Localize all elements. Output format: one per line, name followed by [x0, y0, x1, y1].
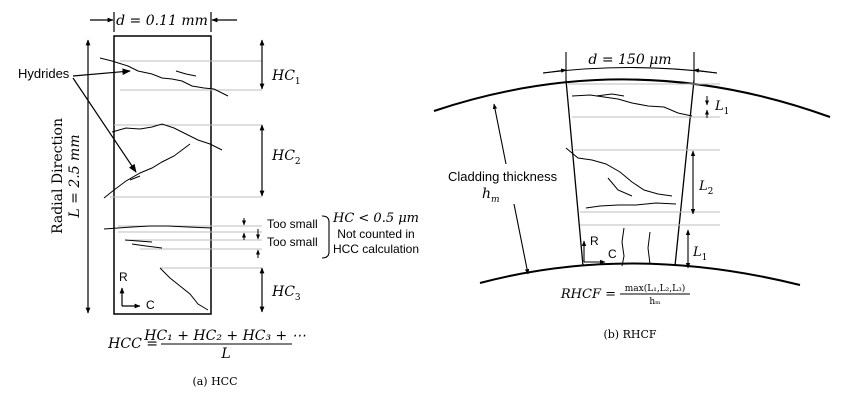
hcc-guide-lines	[110, 60, 262, 269]
rhcf-sector-right	[674, 79, 695, 267]
rhcf-guide-lines	[568, 83, 720, 226]
rhcf-formula-lhs: RHCF =	[560, 287, 616, 302]
hcc-formula-lhs: HCC =	[107, 336, 158, 352]
rhcf-axis-r-label: R	[590, 234, 599, 248]
hc2-label: HC2	[271, 148, 301, 167]
hcc-axis-c-label: C	[146, 298, 155, 312]
hcc-hydride-curves	[99, 57, 229, 311]
radial-label-line1: Radial Direction	[50, 118, 66, 234]
hcc-panel: d = 0.11 mm Radial Direction L = 2.5 mm	[18, 12, 419, 388]
hc3-label: HC3	[271, 284, 301, 303]
hcc-axis-r-label: R	[119, 270, 128, 284]
hydrides-pointer-arrow-2	[72, 77, 137, 173]
rhcf-sector-left	[565, 79, 584, 267]
hc1-label: HC1	[271, 68, 301, 87]
hydrides-label: Hydrides	[18, 66, 70, 81]
hcc-width-dimension: d = 0.11 mm	[90, 12, 237, 32]
hcc-caption: (a) HCC	[192, 375, 237, 388]
rhcf-formula-numerator: max(L₁,L₂,L₃)	[625, 283, 685, 294]
cladding-inner-surface	[479, 262, 801, 286]
l1-bottom-label: L1	[692, 245, 707, 263]
rhcf-width-label: d = 150 μm	[588, 52, 671, 68]
hc-threshold-note: HC < 0.5 μm	[332, 211, 419, 226]
hcc-formula-numerator: HC₁ + HC₂ + HC₃ + ⋯	[143, 328, 306, 344]
l1-top-label: L1	[714, 99, 729, 117]
rhcf-caption: (b) RHCF	[603, 328, 656, 341]
too-small-label-1: Too small	[267, 217, 318, 231]
hcc-rc-axes: R C	[119, 270, 155, 312]
rhcf-rc-axes: R C	[581, 234, 617, 265]
hcc-sample-rectangle	[113, 35, 212, 315]
rhcf-hydride-curves	[565, 93, 693, 267]
thickness-symbol: hm	[482, 186, 500, 205]
rhcf-formula-denominator: hₘ	[649, 297, 661, 307]
radial-label-line2: L = 2.5 mm	[67, 134, 83, 218]
hcc-width-label: d = 0.11 mm	[116, 13, 208, 29]
hydrides-pointer-arrow-1	[72, 68, 131, 77]
thickness-label-background	[446, 164, 560, 204]
hcc-formula-denominator: L	[220, 346, 230, 362]
not-counted-note: Not counted in	[337, 227, 414, 241]
cladding-thickness-label: Cladding thickness	[448, 169, 558, 184]
rhcf-panel: d = 150 μm L1	[433, 52, 831, 341]
rhcf-axis-c-label: C	[608, 247, 617, 261]
too-small-label-2: Too small	[267, 235, 318, 249]
cladding-outer-surface	[433, 78, 831, 118]
hcc-calculation-note: HCC calculation	[333, 242, 419, 256]
too-small-bracket	[321, 215, 330, 259]
rhcf-width-dimension: d = 150 μm	[542, 52, 718, 80]
l2-label: L2	[698, 179, 713, 197]
